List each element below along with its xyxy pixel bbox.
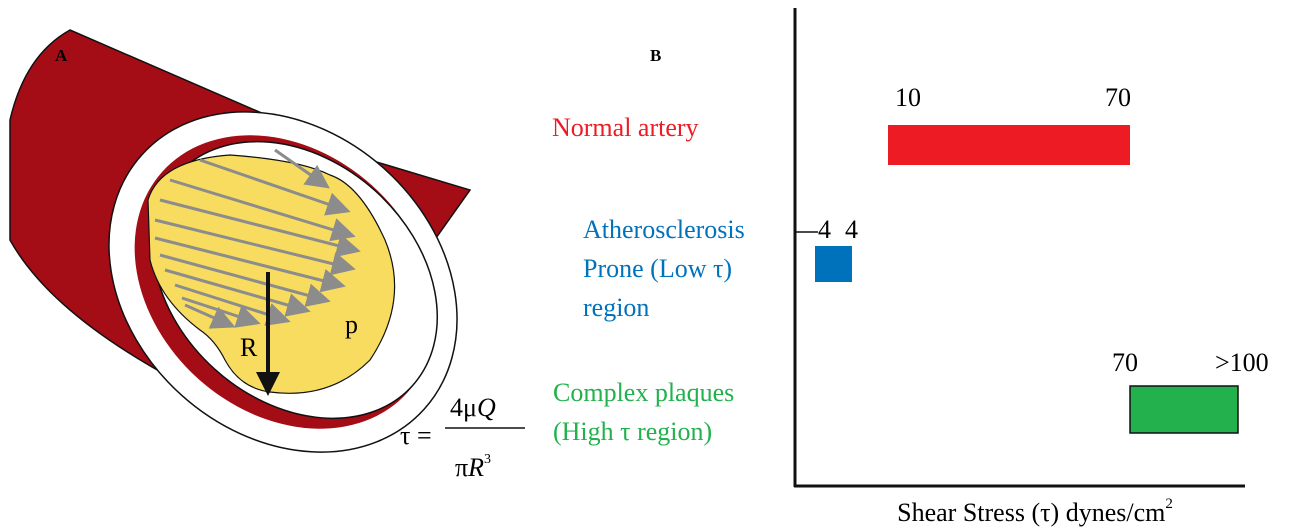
row-label: Atherosclerosis bbox=[583, 215, 745, 244]
range-bar bbox=[815, 246, 852, 282]
range-label: >100 bbox=[1215, 348, 1269, 377]
range-label: 4 bbox=[845, 215, 858, 244]
row-label: Normal artery bbox=[552, 113, 699, 142]
formula-part: Q bbox=[477, 393, 496, 422]
range-bar bbox=[888, 125, 1130, 165]
formula-part: 3 bbox=[484, 452, 491, 467]
formula-part: 4μ bbox=[450, 393, 477, 422]
row-label: Prone (Low τ) bbox=[583, 254, 732, 283]
range-label: 70 bbox=[1105, 83, 1131, 112]
axis-label-text: Shear Stress (τ) dynes/cm bbox=[897, 498, 1165, 527]
plaque-symbol: p bbox=[345, 310, 358, 339]
formula-numerator: 4μQ bbox=[450, 393, 496, 422]
formula-part: π bbox=[455, 453, 468, 482]
row-label: (High τ region) bbox=[553, 417, 712, 446]
panel-label: A bbox=[55, 46, 68, 65]
axis-label: Shear Stress (τ) dynes/cm2 bbox=[897, 496, 1173, 527]
axis-label-sup: 2 bbox=[1165, 496, 1173, 512]
row-label: region bbox=[583, 293, 649, 322]
formula-lhs: τ = bbox=[400, 421, 432, 450]
formula-denominator: πR3 bbox=[455, 452, 491, 482]
range-label: 70 bbox=[1112, 348, 1138, 377]
radius-symbol: R bbox=[240, 333, 258, 362]
figure: A p R τ = 4μQ πR3 B Normal artery Athero… bbox=[0, 0, 1295, 532]
panel-label: B bbox=[650, 46, 661, 65]
range-label: 4 bbox=[818, 215, 831, 244]
artery-diagram bbox=[10, 30, 526, 522]
row-label: Complex plaques bbox=[553, 378, 734, 407]
range-label: 10 bbox=[895, 83, 921, 112]
range-bar bbox=[1130, 386, 1238, 433]
formula-part: R bbox=[467, 453, 484, 482]
